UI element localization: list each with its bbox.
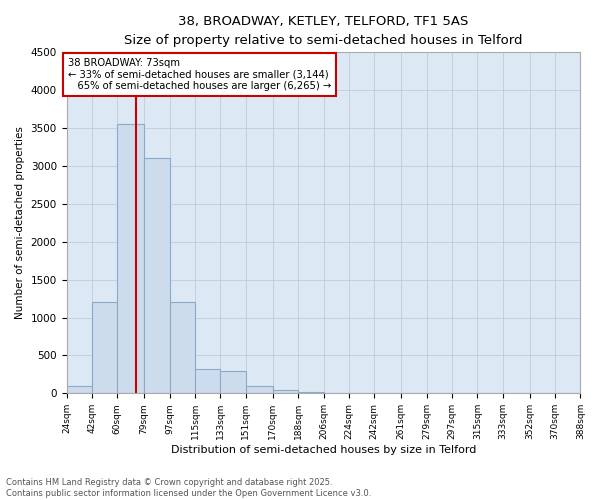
Bar	[170, 302, 195, 394]
Y-axis label: Number of semi-detached properties: Number of semi-detached properties	[15, 126, 25, 320]
Bar	[67, 386, 92, 394]
Bar	[144, 158, 170, 394]
Title: 38, BROADWAY, KETLEY, TELFORD, TF1 5AS
Size of property relative to semi-detache: 38, BROADWAY, KETLEY, TELFORD, TF1 5AS S…	[124, 15, 523, 47]
X-axis label: Distribution of semi-detached houses by size in Telford: Distribution of semi-detached houses by …	[171, 445, 476, 455]
Bar	[92, 302, 118, 394]
Bar	[272, 390, 298, 394]
Bar	[298, 392, 323, 394]
Bar	[195, 369, 220, 394]
Bar	[220, 370, 246, 394]
Bar	[118, 124, 144, 394]
Text: Contains HM Land Registry data © Crown copyright and database right 2025.
Contai: Contains HM Land Registry data © Crown c…	[6, 478, 371, 498]
Text: 38 BROADWAY: 73sqm
← 33% of semi-detached houses are smaller (3,144)
   65% of s: 38 BROADWAY: 73sqm ← 33% of semi-detache…	[68, 58, 331, 91]
Bar	[246, 386, 272, 394]
